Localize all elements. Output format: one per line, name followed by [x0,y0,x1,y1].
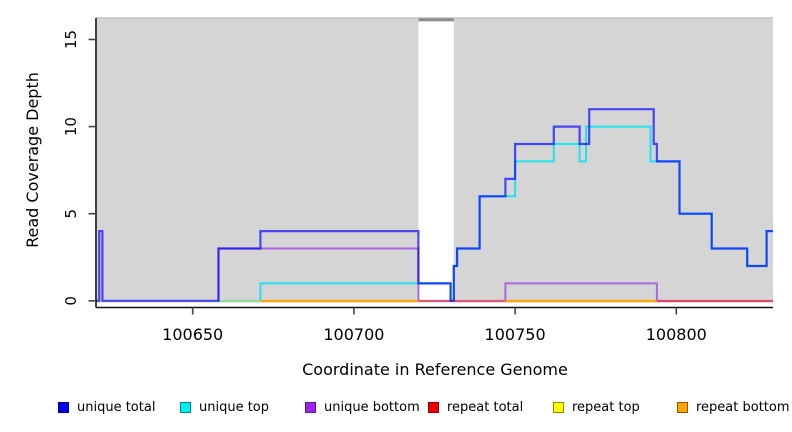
legend-swatch-repeat-total [428,402,439,413]
x-tick-label: 100650 [162,325,223,344]
legend-swatch-repeat-bottom [677,402,688,413]
series-line-unique-total [96,108,773,302]
legend-swatch-unique-bottom [305,402,316,413]
y-tick-label: 10 [62,117,80,136]
chart-legend: unique total unique top unique bottom repea… [0,397,792,427]
legend-swatch-unique-total [58,402,69,413]
legend-label-repeat-total: repeat total [447,400,524,415]
x-axis-title: Coordinate in Reference Genome [302,360,568,379]
legend-label-unique-bottom: unique bottom [324,400,420,415]
legend-label-repeat-bottom: repeat bottom [696,400,790,415]
y-tick-label: 5 [62,209,80,219]
x-tick-label: 100750 [485,325,546,344]
x-tick-label: 100800 [646,325,707,344]
gap-cap [418,18,454,22]
shaded-region-right [453,18,773,303]
legend-label-repeat-top: repeat top [572,400,640,415]
series-line-unique-bottom [504,282,658,301]
y-tick-label: 15 [62,30,80,49]
legend-swatch-repeat-top [553,402,564,413]
coverage-plot: 100650 100700 100750 100800 0 5 10 15 [62,17,773,344]
y-axis-title: Read Coverage Depth [23,72,42,248]
x-tick-label: 100700 [323,325,384,344]
legend-swatch-unique-top [180,402,191,413]
legend-label-unique-top: unique top [199,400,270,415]
shaded-region-left [97,18,419,303]
legend-label-unique-total: unique total [77,400,156,415]
y-tick-label: 0 [62,296,80,306]
